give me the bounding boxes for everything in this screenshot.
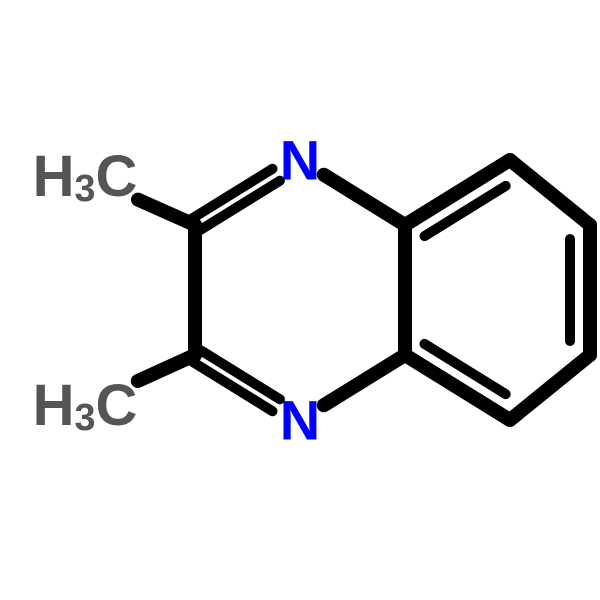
nitrogen-label: N (280, 389, 320, 452)
nitrogen-label: N (280, 129, 320, 192)
molecule-diagram: N N H3C H3C (0, 0, 600, 600)
methyl-group-label: H3C (33, 144, 138, 210)
methyl-group-label: H3C (33, 373, 138, 439)
